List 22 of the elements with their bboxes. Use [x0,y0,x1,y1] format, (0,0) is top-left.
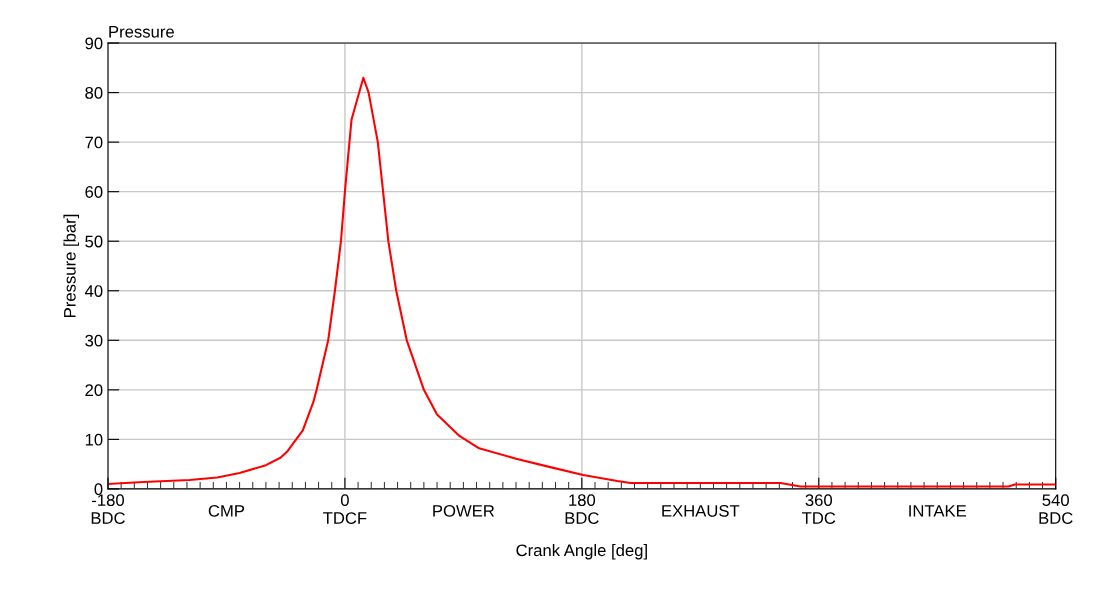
y-tick-label: 50 [85,235,103,248]
y-tick-label: 70 [85,136,103,149]
x-tick-label: 360 TDC [802,494,836,524]
text: POWER [433,504,495,517]
y-tick-label: 40 [84,285,103,297]
x-tick-label: 0 TDCF [323,494,367,524]
x-tick-label: -180 BDC [91,494,125,524]
y-tick-label: 30 [85,334,103,347]
text: CMP [208,504,245,517]
y-tick-label: 10 [85,433,103,446]
y-tick-label: 60 [85,186,103,198]
text: EXHAUST [662,504,740,517]
x-tick-label: 540 BDC [1039,494,1073,524]
y-tick-label: 20 [85,384,103,397]
x-axis-title: Crank Angle [deg] [516,543,647,560]
y-tick-label: 0 [94,483,103,496]
y-tick-label: 80 [85,86,103,99]
chart-title: Pressure [109,26,174,38]
x-tick-label: 180 BDC [565,494,599,524]
y-axis-title: Pressure [bar] [63,214,80,317]
y-tick-label: 90 [85,37,103,50]
text: INTAKE [909,505,967,517]
